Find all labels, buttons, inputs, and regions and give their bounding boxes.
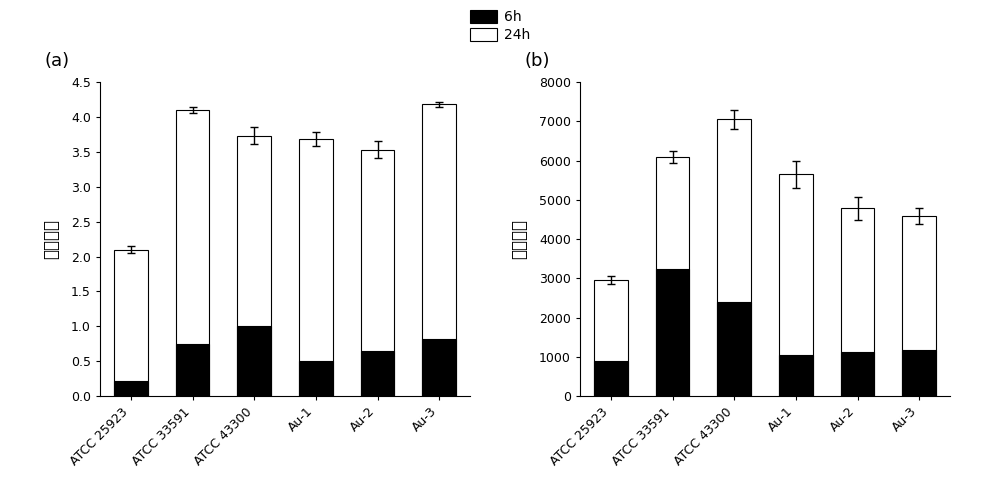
Bar — [237, 136, 271, 396]
Bar — [594, 280, 628, 396]
Bar — [841, 209, 874, 396]
Y-axis label: 荺光强度: 荺光强度 — [510, 219, 528, 259]
Bar — [361, 150, 394, 396]
Bar — [717, 302, 751, 396]
Bar — [779, 174, 813, 396]
Bar — [656, 156, 689, 396]
Text: (b): (b) — [524, 52, 550, 70]
Bar — [841, 352, 874, 396]
Bar — [237, 327, 271, 396]
Bar — [656, 269, 689, 396]
Bar — [422, 339, 456, 396]
Bar — [176, 344, 209, 396]
Bar — [902, 216, 936, 396]
Bar — [594, 361, 628, 396]
Bar — [779, 355, 813, 396]
Bar — [361, 351, 394, 396]
Bar — [299, 361, 333, 396]
Bar — [114, 250, 148, 396]
Bar — [114, 381, 148, 396]
Legend: 6h, 24h: 6h, 24h — [467, 7, 533, 45]
Y-axis label: 吸光度值: 吸光度值 — [42, 219, 60, 259]
Bar — [717, 119, 751, 396]
Bar — [902, 350, 936, 396]
Bar — [422, 104, 456, 396]
Bar — [176, 110, 209, 396]
Bar — [299, 139, 333, 396]
Text: (a): (a) — [44, 52, 70, 70]
